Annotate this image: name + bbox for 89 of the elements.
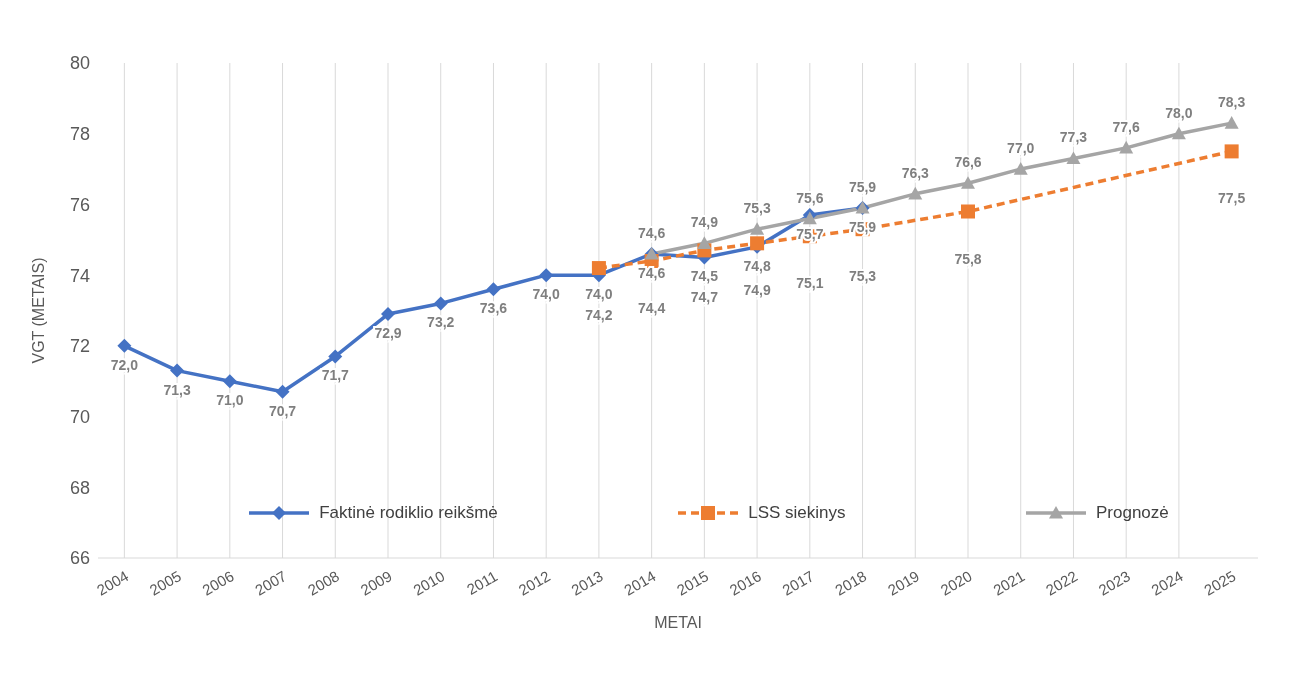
x-tick-label: 2024 [1148, 567, 1186, 599]
x-tick-label: 2022 [1042, 567, 1081, 599]
point [275, 384, 290, 399]
data-label: 74,9 [743, 282, 771, 299]
point [961, 176, 975, 189]
x-tick-label: 2010 [410, 567, 448, 599]
data-label: 70,7 [268, 402, 297, 419]
data-label: 77,5 [1218, 190, 1246, 207]
x-tick-label: 2020 [937, 567, 975, 599]
point [591, 261, 606, 276]
data-label: 78,3 [1218, 94, 1246, 111]
data-label: 73,6 [479, 300, 508, 317]
data-label: 75,1 [796, 275, 824, 292]
data-label: 74,0 [585, 286, 613, 303]
x-axis-title: METAI [654, 614, 702, 631]
y-axis-title: VGT (METAIS) [29, 257, 47, 364]
legend-label: Prognozė [1095, 503, 1169, 523]
y-tick-label: 70 [69, 406, 90, 427]
point [1224, 144, 1239, 159]
x-tick-label: 2009 [357, 567, 395, 599]
data-label: 74,6 [638, 224, 666, 241]
data-label: 74,6 [638, 264, 666, 281]
y-tick-label: 68 [69, 477, 90, 498]
data-label: 71,3 [163, 381, 191, 398]
point [117, 338, 132, 353]
data-label: 74,2 [585, 307, 613, 324]
x-tick-label: 2006 [199, 567, 237, 599]
point [170, 363, 185, 378]
x-tick-label: 2005 [146, 567, 184, 599]
point [1171, 126, 1186, 140]
point [222, 374, 237, 389]
x-tick-label: 2021 [990, 567, 1028, 599]
data-label: 71,7 [321, 367, 350, 384]
x-tick-label: 2014 [621, 567, 659, 599]
x-tick-label: 2007 [251, 567, 290, 599]
x-tick-label: 2011 [463, 567, 501, 598]
data-label: 75,6 [796, 189, 824, 206]
y-tick-label: 80 [69, 53, 90, 74]
data-label: 73,2 [427, 314, 455, 331]
legend-label: Faktinė rodiklio reikšmė [319, 503, 498, 523]
point [486, 282, 501, 297]
x-tick-label: 2013 [568, 567, 606, 599]
x-tick-label: 2008 [304, 567, 343, 599]
point [908, 186, 923, 200]
data-label: 76,3 [901, 164, 930, 181]
data-label: 77,0 [1007, 140, 1035, 157]
y-tick-label: 74 [69, 265, 90, 286]
data-label: 74,4 [638, 300, 666, 316]
point [697, 236, 712, 249]
x-tick-label: 2023 [1095, 567, 1134, 599]
data-label: 78,0 [1165, 104, 1193, 121]
point [328, 349, 343, 364]
x-tick-label: 2016 [726, 567, 764, 599]
data-label: 74,9 [690, 214, 719, 231]
data-label: 71,0 [216, 392, 244, 409]
point [433, 296, 448, 311]
y-tick-label: 78 [69, 124, 90, 145]
data-label: 75,9 [848, 178, 877, 195]
y-tick-label: 66 [69, 548, 90, 569]
data-label: 77,3 [1059, 129, 1088, 146]
point [1013, 162, 1028, 175]
y-tick-label: 72 [69, 336, 90, 357]
data-label: 77,6 [1112, 118, 1141, 135]
data-label: 75,3 [743, 200, 771, 217]
y-tick-label: 76 [69, 194, 90, 215]
data-label: 74,0 [532, 286, 561, 303]
point [539, 268, 554, 283]
x-tick-label: 2018 [831, 567, 870, 599]
point [381, 307, 395, 322]
x-tick-label: 2017 [779, 567, 817, 599]
data-label: 74,5 [690, 268, 719, 285]
point [750, 222, 765, 235]
x-tick-label: 2012 [515, 567, 554, 599]
data-label: 72,9 [374, 325, 402, 342]
point [1224, 116, 1239, 129]
x-tick-label: 2025 [1201, 567, 1239, 599]
data-label: 76,6 [954, 154, 982, 171]
legend-label: LSS siekinys [748, 503, 846, 523]
x-tick-label: 2004 [93, 567, 132, 599]
point [1066, 151, 1081, 165]
data-label: 75,8 [954, 250, 982, 267]
point [1119, 140, 1134, 154]
point [961, 204, 975, 219]
x-tick-label: 2019 [884, 567, 923, 599]
data-label: 74,8 [743, 257, 771, 274]
x-tick-label: 2015 [673, 567, 712, 599]
data-label: 72,0 [110, 356, 139, 373]
data-label: 74,7 [690, 289, 719, 306]
data-label: 75,3 [848, 268, 877, 285]
